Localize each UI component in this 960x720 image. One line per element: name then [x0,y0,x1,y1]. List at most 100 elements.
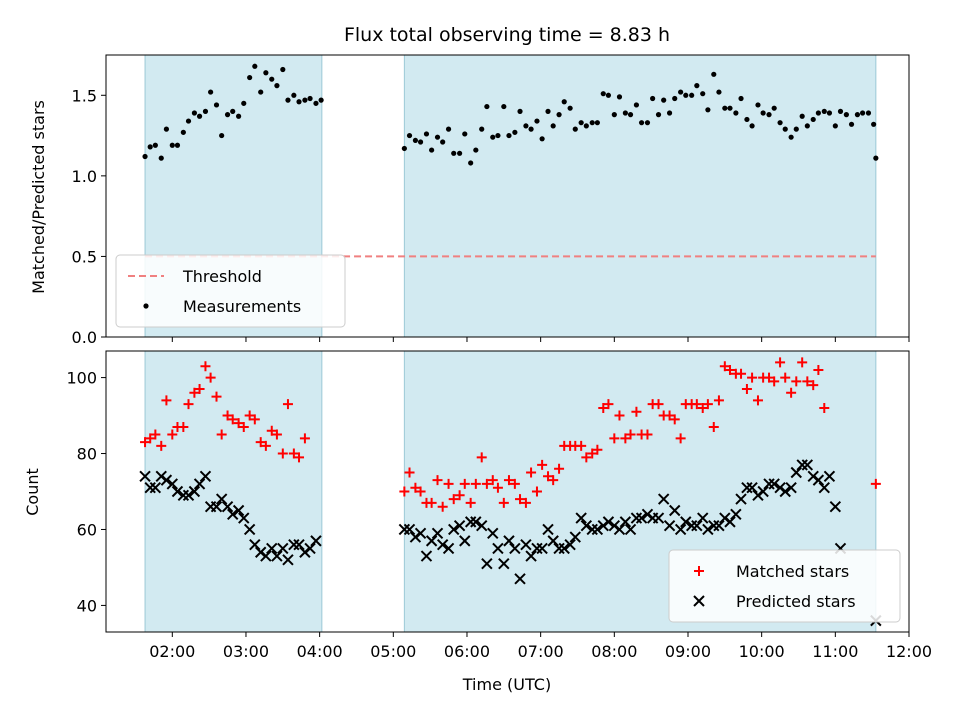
measurements-point [749,123,755,129]
matched-stars-point [813,364,824,375]
predicted-stars-point [531,542,543,555]
x-tick-label: 06:00 [444,642,490,661]
measurements-point [561,99,567,105]
matched-stars-point [653,399,664,410]
observing-window-0 [144,350,323,633]
predicted-stars-point [414,527,427,539]
x-tick-label: 11:00 [812,642,858,661]
measurements-point [616,94,623,100]
predicted-stars-point [657,493,670,505]
measurements-point [589,120,595,126]
matched-stars-point [399,486,410,497]
measurements-point [744,116,750,123]
measurements-point [655,112,662,118]
predicted-stars-point [525,550,537,562]
matched-stars-point [775,357,786,368]
measurements-point [241,100,247,106]
predicted-stars-point [779,485,791,498]
matched-stars-point [487,475,498,486]
measurements-point [865,110,872,116]
matched-stars-point [526,467,537,478]
matched-stars-point [702,399,713,410]
measurements-point [417,139,424,145]
chart-title: Flux total observing time = 8.83 h [344,24,670,46]
predicted-stars-point [436,538,449,551]
measurements-point [230,108,236,114]
matched-stars-point [675,433,686,444]
measurements-point [766,112,772,118]
x-tick-label: 05:00 [370,642,416,661]
measurements-point [534,118,540,124]
measurements-point [462,131,468,137]
measurements-point [252,63,258,69]
matched-stars-point [780,372,791,383]
matched-stars-point [244,410,255,421]
predicted-stars-point [796,459,808,471]
matched-stars-point [587,448,598,459]
matched-stars-point [288,448,299,459]
matched-stars-point [713,395,724,406]
measurements-point [871,121,877,127]
measurements-point [705,107,711,113]
measurements-point [832,123,838,129]
matched-stars-point [255,437,266,448]
y-tick-label: 100 [66,369,97,388]
matched-stars-point [238,421,249,432]
matched-stars-point [609,433,620,444]
predicted-stars-point [669,504,681,517]
predicted-stars-point [697,512,709,524]
matched-stars-point [769,376,780,387]
matched-stars-point [642,429,653,440]
x-tick-label: 12:00 [886,642,932,661]
measurements-point [440,139,446,145]
matched-stars-point [492,482,503,493]
matched-stars-point [498,497,509,508]
predicted-stars-point [420,550,433,562]
predicted-stars-point [768,478,780,490]
measurements-point [307,95,313,102]
matched-stars-point [598,402,609,413]
measurements-point [638,120,645,126]
measurements-point [594,120,600,126]
measurements-point [545,108,551,114]
measurements-point [550,123,556,129]
matched-stars-point [870,478,881,489]
measurements-point [567,105,573,111]
measurements-point [711,71,717,77]
measurements-point [269,76,275,82]
predicted-stars-point [476,519,488,532]
predicted-stars-point [260,550,272,562]
matched-stars-point [576,440,587,451]
x-tick-label: 02:00 [149,642,195,661]
matched-stars-point [178,421,189,432]
measurements-point [678,89,684,95]
measurements-point [622,110,628,116]
measurements-point [689,92,695,98]
matched-stars-point [697,402,708,413]
predicted-stars-point [674,523,687,536]
measurements-point [810,116,816,123]
measurements-point [821,108,827,114]
predicted-stars-point [635,512,648,524]
threshold-legend-label: Threshold [182,267,262,286]
predicted-stars-point [487,527,499,539]
y-tick-label: 40 [77,596,97,615]
matched-stars-point [437,501,448,512]
predicted-stars-point [591,523,604,536]
predicted-stars-point [652,512,665,524]
measurements-point [185,118,192,124]
matched-stars-point [625,429,636,440]
predicted-stars-point [193,478,206,490]
measurements-point [644,120,651,126]
y-tick-label: 60 [77,520,97,539]
matched-stars-legend-label: Matched stars [736,562,849,581]
predicted-stars-point [149,481,162,494]
matched-stars-point [764,372,775,383]
matched-stars-point [249,414,260,425]
measurements-point [738,95,744,102]
predicted-stars-point [215,493,228,505]
measurements-point [583,123,589,129]
matched-stars-point [736,368,747,379]
measurements-point [683,92,689,98]
matched-stars-point [537,459,548,470]
